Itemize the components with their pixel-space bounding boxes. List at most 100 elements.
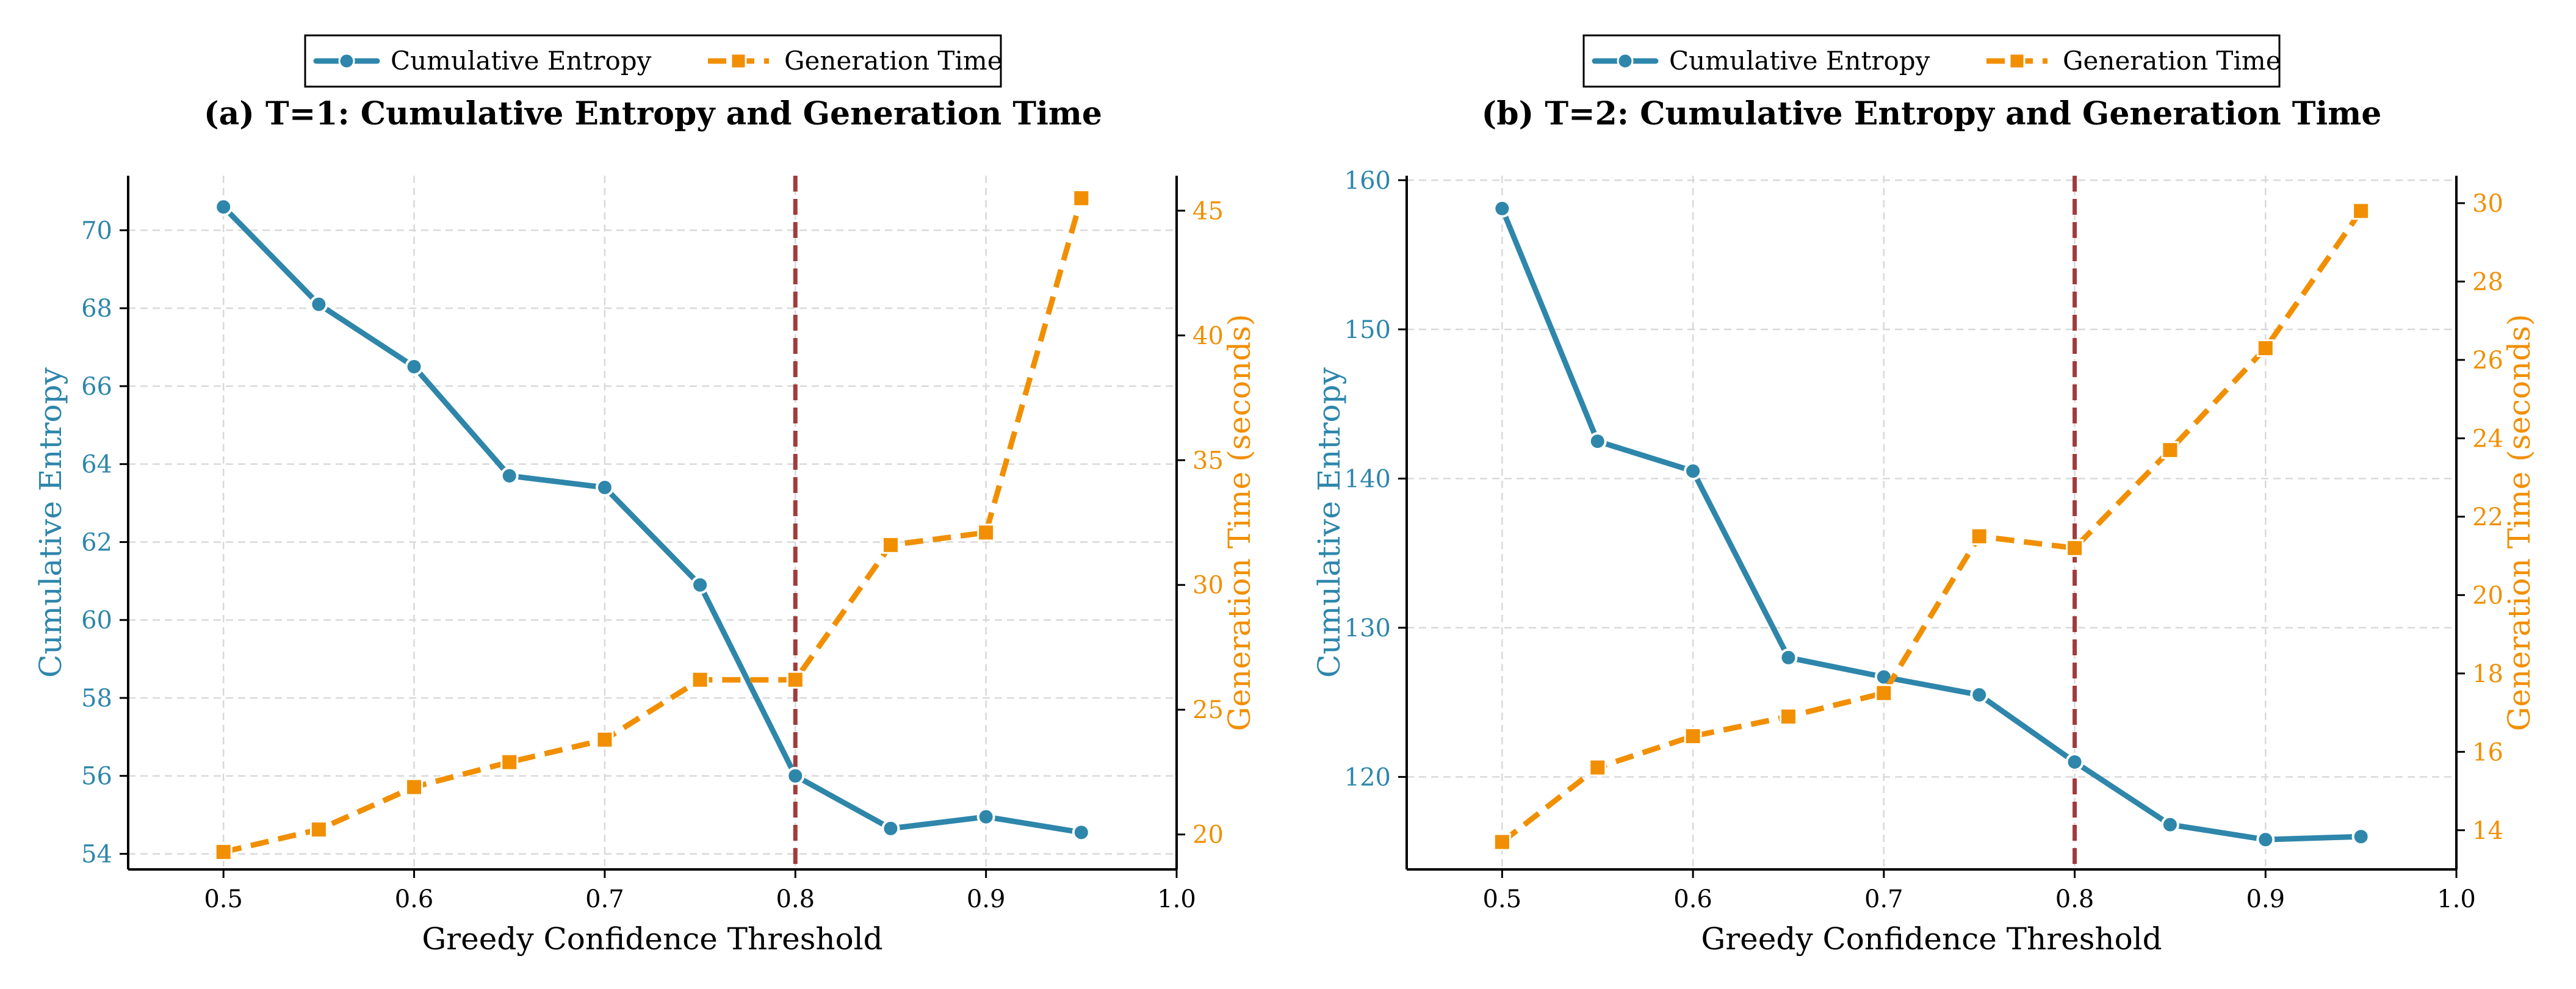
right-y-tick-label: 45 bbox=[1192, 197, 1224, 225]
right-y-tick-label: 30 bbox=[2472, 190, 2503, 218]
right-y-axis-label: Generation Time (seconds) bbox=[1222, 314, 1257, 732]
right-y-tick-label: 24 bbox=[2472, 425, 2503, 453]
legend-entropy-label: Cumulative Entropy bbox=[391, 46, 652, 76]
generation-time-data-point bbox=[1970, 527, 1988, 545]
entropy-data-point bbox=[881, 819, 900, 838]
x-tick-label: 1.0 bbox=[1157, 885, 1196, 913]
chart-title: (b) T=2: Cumulative Entropy and Generati… bbox=[1482, 95, 2382, 132]
generation-time-series-line bbox=[1500, 209, 2364, 844]
legend: Cumulative Entropy Generation Time bbox=[1582, 34, 2281, 88]
left-y-tick-label: 70 bbox=[81, 217, 112, 245]
legend-time-marker bbox=[2008, 52, 2026, 70]
right-y-tick-label: 16 bbox=[2472, 738, 2503, 766]
right-y-tick-label: 20 bbox=[1192, 821, 1224, 849]
generation-time-data-point bbox=[1589, 758, 1607, 777]
left-y-tick-label: 66 bbox=[81, 373, 112, 401]
entropy-data-point bbox=[214, 198, 233, 217]
entropy-data-point bbox=[2351, 827, 2370, 846]
chart-title: (a) T=1: Cumulative Entropy and Generati… bbox=[204, 95, 1102, 132]
chart-panel-a: 0.5 0.6 0.7 0.8 0.9 1.0 54 56 58 60 62 64 66 68 70 20 25… bbox=[33, 34, 1257, 957]
x-tick-label: 0.7 bbox=[585, 885, 624, 913]
entropy-data-point bbox=[1493, 199, 1512, 218]
left-y-tick-label: 62 bbox=[81, 528, 112, 556]
generation-time-data-point bbox=[405, 778, 424, 796]
legend-entropy-marker bbox=[338, 52, 355, 70]
generation-time-data-point bbox=[786, 671, 804, 689]
x-axis-label: Greedy Confidence Threshold bbox=[1701, 921, 2162, 957]
entropy-data-point bbox=[1684, 462, 1703, 481]
x-tick-label: 1.0 bbox=[2437, 885, 2476, 913]
generation-time-data-point bbox=[214, 843, 233, 861]
left-y-tick-label: 58 bbox=[81, 685, 112, 713]
right-y-tick-label: 28 bbox=[2472, 268, 2503, 296]
generation-time-data-point bbox=[1493, 833, 1511, 851]
generation-time-data-point bbox=[2161, 441, 2179, 459]
generation-time-data-point bbox=[1875, 684, 1893, 702]
generation-time-data-point bbox=[2066, 539, 2084, 557]
entropy-data-point bbox=[691, 575, 710, 594]
right-y-tick-label: 25 bbox=[1192, 696, 1224, 724]
generation-time-data-point bbox=[2352, 202, 2370, 220]
entropy-data-point bbox=[309, 295, 328, 314]
generation-time-data-point bbox=[500, 753, 519, 771]
x-tick-label: 0.7 bbox=[1864, 885, 1903, 913]
entropy-data-point bbox=[2065, 752, 2084, 771]
x-tick-label: 0.9 bbox=[967, 885, 1006, 913]
generation-time-data-point bbox=[2256, 339, 2275, 358]
x-tick-label: 0.5 bbox=[204, 885, 243, 913]
legend-box bbox=[304, 34, 1002, 88]
x-tick-label: 0.5 bbox=[1483, 885, 1522, 913]
right-y-tick-label: 40 bbox=[1192, 322, 1224, 350]
left-y-tick-label: 140 bbox=[1344, 465, 1391, 493]
left-y-tick-label: 120 bbox=[1344, 763, 1391, 791]
generation-time-data-point bbox=[1072, 189, 1091, 207]
right-y-tick-label: 20 bbox=[2472, 581, 2503, 610]
x-tick-label: 0.8 bbox=[776, 885, 815, 913]
right-y-tick-label: 35 bbox=[1192, 447, 1224, 475]
entropy-series-line bbox=[220, 204, 1084, 835]
generation-time-data-point bbox=[1779, 707, 1797, 725]
entropy-data-point bbox=[595, 478, 614, 497]
entropy-data-point bbox=[1970, 685, 1989, 704]
left-y-tick-label: 54 bbox=[81, 840, 112, 868]
legend-entropy-label: Cumulative Entropy bbox=[1669, 46, 1930, 76]
entropy-data-point bbox=[500, 466, 519, 485]
generation-time-data-point bbox=[977, 523, 995, 542]
left-y-tick-label: 68 bbox=[81, 295, 112, 323]
left-y-axis-label: Cumulative Entropy bbox=[1311, 367, 1347, 677]
entropy-data-point bbox=[976, 807, 995, 826]
x-tick-label: 0.8 bbox=[2055, 885, 2094, 913]
chart-panel-b: 0.5 0.6 0.7 0.8 0.9 1.0 120 130 140 150 160 14 16 18 2… bbox=[1311, 34, 2537, 957]
generation-time-series-line bbox=[223, 197, 1084, 855]
left-y-tick-label: 56 bbox=[81, 763, 112, 791]
legend-entropy-marker bbox=[1617, 52, 1634, 70]
x-tick-label: 0.6 bbox=[1673, 885, 1712, 913]
legend-time-label: Generation Time bbox=[2063, 46, 2281, 76]
entropy-data-point bbox=[2160, 815, 2179, 834]
legend: Cumulative Entropy Generation Time bbox=[304, 34, 1003, 88]
right-y-tick-label: 18 bbox=[2472, 660, 2503, 688]
legend-time-label: Generation Time bbox=[784, 46, 1003, 76]
right-y-tick-label: 22 bbox=[2472, 503, 2503, 531]
generation-time-data-point bbox=[309, 821, 328, 839]
right-y-tick-label: 14 bbox=[2472, 817, 2503, 845]
left-y-tick-label: 150 bbox=[1344, 316, 1391, 344]
legend-time-marker bbox=[730, 52, 747, 70]
entropy-series-line bbox=[1499, 206, 2364, 843]
left-y-tick-label: 64 bbox=[81, 451, 112, 479]
entropy-data-point bbox=[1072, 823, 1091, 842]
left-y-tick-label: 130 bbox=[1344, 614, 1391, 642]
entropy-data-point bbox=[786, 766, 805, 785]
right-y-axis-label: Generation Time (seconds) bbox=[2502, 314, 2537, 732]
right-y-tick-label: 26 bbox=[2472, 347, 2503, 375]
left-y-axis-label: Cumulative Entropy bbox=[33, 367, 68, 677]
right-y-tick-label: 30 bbox=[1192, 572, 1224, 600]
entropy-data-point bbox=[2256, 830, 2275, 849]
x-tick-label: 0.9 bbox=[2246, 885, 2285, 913]
generation-time-data-point bbox=[691, 671, 709, 689]
legend-box bbox=[1582, 34, 2281, 88]
generation-time-data-point bbox=[596, 730, 614, 749]
entropy-data-point bbox=[1588, 432, 1607, 451]
entropy-data-point bbox=[1779, 648, 1798, 667]
